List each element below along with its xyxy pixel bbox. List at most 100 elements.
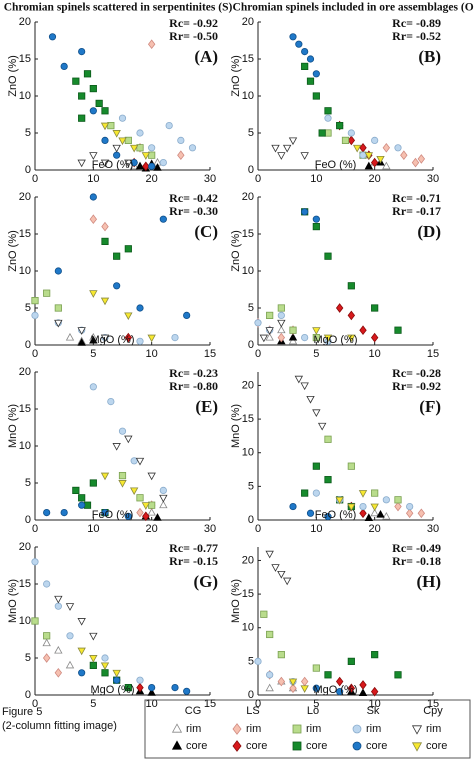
data-point bbox=[78, 47, 86, 56]
data-point bbox=[77, 338, 86, 346]
y-tick-label: 5 bbox=[25, 652, 31, 664]
data-point bbox=[148, 683, 156, 692]
data-point bbox=[136, 494, 144, 502]
data-point bbox=[277, 676, 286, 687]
data-point bbox=[101, 669, 109, 677]
data-point bbox=[282, 144, 292, 153]
data-point bbox=[89, 479, 97, 487]
data-point bbox=[265, 550, 274, 559]
stat: Rc= -0.71 bbox=[392, 191, 441, 205]
y-tick-label: 5 bbox=[25, 477, 31, 489]
data-point bbox=[124, 512, 132, 520]
data-point bbox=[183, 687, 191, 695]
x-tick-label: 10 bbox=[310, 523, 322, 535]
data-point bbox=[148, 501, 156, 509]
data-point bbox=[100, 297, 110, 306]
data-point bbox=[359, 508, 367, 519]
data-point bbox=[54, 667, 63, 678]
data-point bbox=[89, 661, 97, 670]
data-point bbox=[43, 632, 51, 640]
data-point bbox=[364, 152, 374, 160]
data-point bbox=[324, 252, 332, 260]
y-tick-label: 15 bbox=[19, 403, 31, 415]
legend-group: CG bbox=[185, 705, 202, 717]
data-point bbox=[183, 311, 191, 319]
data-point bbox=[89, 85, 97, 93]
data-point bbox=[271, 144, 280, 153]
data-point bbox=[100, 472, 110, 481]
data-point bbox=[359, 151, 367, 159]
legend-marker bbox=[171, 723, 183, 733]
data-point bbox=[277, 311, 285, 319]
x-tick-label: 0 bbox=[32, 348, 38, 360]
data-point bbox=[312, 489, 320, 497]
data-point bbox=[136, 144, 144, 152]
data-point bbox=[54, 602, 62, 610]
data-point bbox=[260, 610, 268, 618]
x-tick-label: 5 bbox=[90, 348, 96, 360]
panel-label: (B) bbox=[418, 47, 441, 66]
legend-marker bbox=[232, 723, 242, 735]
data-point bbox=[147, 334, 156, 343]
data-point bbox=[31, 311, 39, 319]
data-point bbox=[124, 159, 133, 168]
data-point bbox=[129, 487, 139, 496]
y-tick-label: 10 bbox=[242, 265, 254, 277]
x-tick-label: 10 bbox=[146, 348, 158, 360]
data-point bbox=[254, 657, 262, 665]
data-point bbox=[89, 214, 98, 225]
data-point bbox=[78, 92, 86, 100]
data-point bbox=[118, 471, 127, 480]
data-point bbox=[89, 632, 98, 641]
data-point bbox=[130, 159, 138, 167]
data-point bbox=[301, 47, 309, 56]
data-point bbox=[118, 114, 127, 122]
data-point bbox=[78, 501, 86, 509]
data-point bbox=[129, 144, 139, 153]
stat: Rc= -0.92 bbox=[169, 16, 218, 30]
y-tick-label: 15 bbox=[19, 53, 31, 65]
data-point bbox=[89, 655, 98, 663]
y-tick-label: 5 bbox=[25, 302, 31, 314]
data-point bbox=[417, 154, 426, 164]
legend-label: rim bbox=[306, 723, 321, 735]
data-point bbox=[370, 332, 379, 343]
y-tick-label: 20 bbox=[19, 16, 31, 28]
data-point bbox=[113, 151, 121, 159]
data-point bbox=[141, 502, 151, 510]
data-point bbox=[318, 129, 326, 137]
x-tick-label: 15 bbox=[204, 698, 216, 710]
data-point bbox=[364, 513, 374, 521]
data-point bbox=[60, 62, 68, 71]
y-tick-label: 0 bbox=[248, 514, 254, 526]
data-point bbox=[159, 486, 167, 494]
data-point bbox=[306, 77, 315, 85]
y-axis-label: ZnO (%) bbox=[230, 55, 242, 97]
stat: Rc= -0.28 bbox=[392, 366, 441, 380]
legend-box bbox=[144, 699, 471, 759]
data-point bbox=[89, 335, 98, 344]
x-tick-label: 30 bbox=[204, 173, 216, 185]
data-point bbox=[130, 457, 138, 465]
legend-marker bbox=[292, 741, 302, 751]
data-point bbox=[136, 682, 144, 693]
legend-group: Sk bbox=[367, 705, 380, 717]
data-point bbox=[335, 496, 344, 505]
data-point bbox=[77, 618, 86, 626]
data-point bbox=[65, 332, 75, 341]
data-point bbox=[100, 122, 110, 131]
data-point bbox=[347, 462, 355, 470]
y-tick-label: 10 bbox=[242, 622, 254, 634]
y-tick-label: 15 bbox=[242, 53, 254, 65]
data-point bbox=[95, 99, 103, 107]
data-point bbox=[78, 494, 86, 502]
data-point bbox=[323, 334, 333, 343]
data-point bbox=[371, 136, 379, 144]
data-point bbox=[89, 193, 97, 201]
x-tick-label: 5 bbox=[313, 348, 319, 360]
stat: Rr= -0.30 bbox=[169, 204, 218, 218]
data-point bbox=[266, 671, 274, 679]
y-axis-label: MnO (%) bbox=[230, 579, 242, 623]
stat: Rc= -0.77 bbox=[169, 541, 218, 555]
data-point bbox=[324, 435, 332, 443]
